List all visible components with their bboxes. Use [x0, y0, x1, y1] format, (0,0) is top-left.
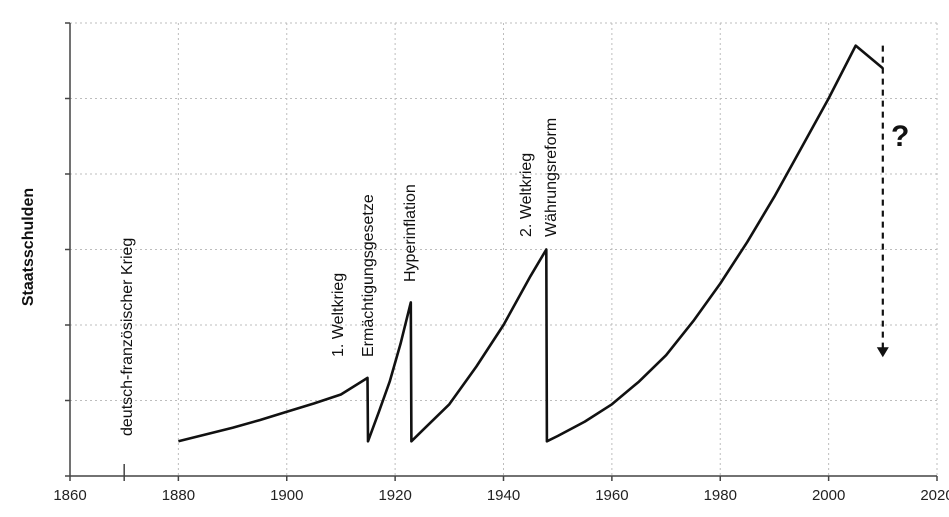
- x-tick-label: 1900: [270, 487, 303, 504]
- annotations: deutsch-französischer Krieg 1. Weltkrieg…: [119, 45, 909, 436]
- x-tick-label: 1980: [704, 487, 737, 504]
- x-tick-label: 1880: [162, 487, 195, 504]
- annotation-hyperinflation: Hyperinflation: [402, 184, 419, 282]
- dashed-arrow-head: [876, 347, 889, 358]
- x-tick-label: 2020: [920, 487, 949, 504]
- annotation-franco-prussian-war: deutsch-französischer Krieg: [119, 238, 136, 436]
- x-tick-label: 1860: [53, 487, 86, 504]
- gridlines: [70, 22, 938, 476]
- x-axis-ticks: 1860 1880 1900 1920 1940 1960 1980 2000 2020: [53, 476, 949, 504]
- x-tick-label: 1920: [378, 487, 411, 504]
- annotation-ww2: 2. Weltkrieg: [518, 153, 535, 237]
- annotation-ww1: 1. Weltkrieg: [330, 273, 347, 357]
- annotation-enabling-acts: Ermächtigungsgesetze: [360, 194, 377, 357]
- annotation-question-mark: ?: [891, 120, 909, 153]
- x-tick-label: 1940: [487, 487, 520, 504]
- annotation-currency-reform: Währungsreform: [543, 118, 560, 237]
- x-tick-label: 1960: [595, 487, 628, 504]
- debt-series-line: [178, 44, 884, 443]
- x-tick-label: 2000: [812, 487, 845, 504]
- y-axis-label: Staatsschulden: [20, 188, 37, 306]
- axes: [65, 22, 937, 481]
- series-layer: [178, 44, 884, 443]
